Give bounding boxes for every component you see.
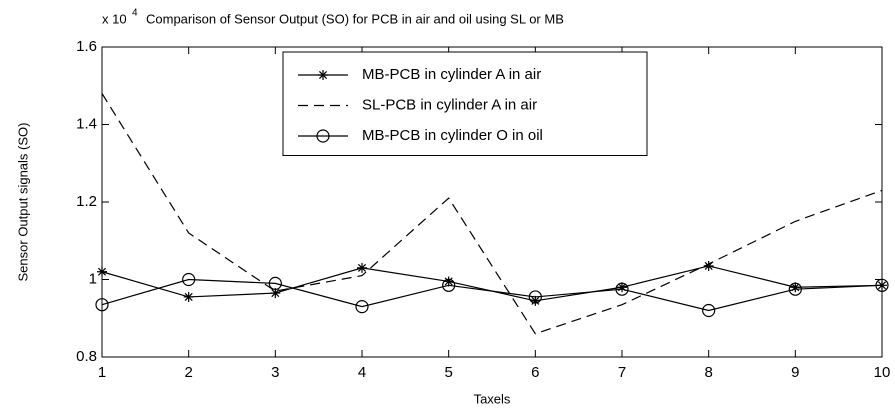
chart-title: Comparison of Sensor Output (SO) for PCB… bbox=[146, 11, 564, 26]
legend-label: SL-PCB in cylinder A in air bbox=[362, 96, 537, 113]
point-marker bbox=[617, 282, 627, 293]
point-marker bbox=[703, 260, 714, 271]
series-line bbox=[101, 278, 883, 312]
legend-marker bbox=[316, 129, 330, 143]
y-tick-label: 1.4 bbox=[76, 115, 97, 132]
x-tick-label: 2 bbox=[184, 364, 192, 381]
x-tick-label: 8 bbox=[704, 364, 712, 381]
point-marker bbox=[790, 282, 801, 293]
y-tick-label: 1.2 bbox=[76, 193, 97, 210]
y-tick-label: 1.6 bbox=[76, 38, 97, 55]
x-tick-label: 1 bbox=[98, 364, 106, 381]
x-axis-label: Taxels bbox=[474, 391, 511, 406]
point-marker bbox=[443, 276, 454, 287]
point-marker bbox=[788, 282, 802, 296]
x-tick-label: 3 bbox=[271, 364, 279, 381]
point-marker bbox=[702, 303, 716, 318]
y-multiplier-exponent: 4 bbox=[132, 8, 138, 19]
legend-label: MB-PCB in cylinder O in oil bbox=[362, 127, 543, 144]
point-marker bbox=[528, 290, 542, 304]
x-tick-label: 5 bbox=[444, 364, 452, 381]
point-marker bbox=[182, 272, 196, 287]
legend-marker bbox=[318, 70, 328, 80]
point-marker bbox=[875, 278, 889, 292]
point-marker bbox=[97, 266, 107, 277]
y-tick-label: 1 bbox=[89, 270, 97, 287]
x-tick-label: 7 bbox=[618, 364, 626, 381]
legend-box bbox=[282, 51, 648, 156]
point-marker bbox=[355, 300, 369, 314]
point-marker bbox=[442, 278, 456, 292]
x-tick-label: 6 bbox=[531, 364, 539, 381]
point-marker bbox=[530, 295, 541, 306]
point-marker bbox=[357, 262, 367, 273]
x-tick-label: 10 bbox=[874, 364, 891, 381]
x-tick-label: 9 bbox=[791, 364, 799, 381]
point-marker bbox=[183, 291, 194, 302]
series-line bbox=[101, 93, 883, 335]
point-marker bbox=[95, 298, 109, 312]
point-marker bbox=[615, 282, 629, 296]
y-multiplier: x 10 bbox=[102, 11, 127, 26]
legend-label: MB-PCB in cylinder A in air bbox=[362, 66, 541, 83]
point-marker bbox=[270, 288, 281, 299]
y-axis-label: Sensor Output signals (SO) bbox=[15, 123, 30, 282]
y-tick-label: 0.8 bbox=[76, 348, 97, 365]
point-marker bbox=[268, 276, 282, 290]
x-tick-label: 4 bbox=[358, 364, 366, 381]
